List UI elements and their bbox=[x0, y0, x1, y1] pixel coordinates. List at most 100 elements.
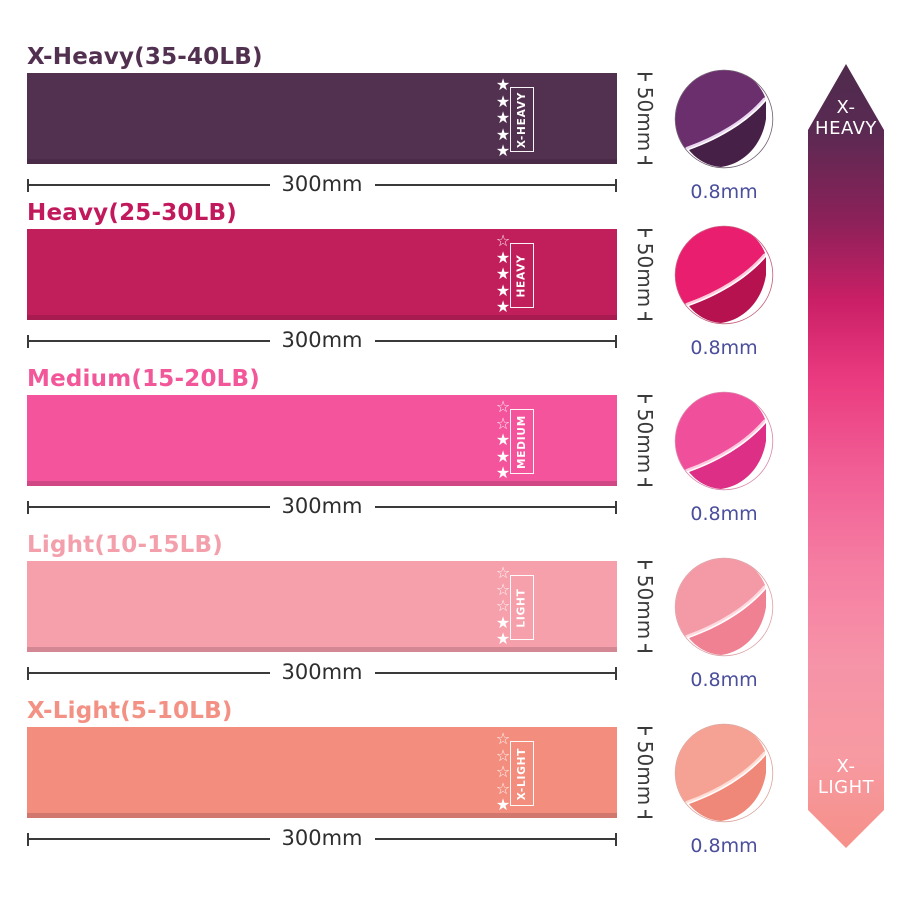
height-dimension-label: 50mm bbox=[633, 740, 657, 805]
band-resistance-label: X-LIGHT bbox=[516, 747, 528, 800]
band-fold-photo bbox=[674, 557, 774, 657]
band-fold-photo bbox=[674, 225, 774, 325]
star-filled-icon: ★ bbox=[495, 430, 511, 450]
band-fold-photo bbox=[674, 391, 774, 491]
band-fold-photo bbox=[674, 723, 774, 823]
dimension-tick bbox=[637, 644, 653, 652]
star-empty-icon: ☆ bbox=[495, 231, 511, 251]
dimension-line bbox=[29, 672, 270, 674]
band-resistance-label: HEAVY bbox=[516, 253, 529, 298]
band-resistance-tag: LIGHT bbox=[510, 575, 534, 640]
band-row: X-Heavy(35-40LB) ★ ★ ★ ★ ★ X-HEAVY 300mm 50m… bbox=[0, 44, 900, 208]
arrow-bottom-label-line1: X- bbox=[836, 756, 856, 777]
band-resistance-tag: MEDIUM bbox=[510, 409, 534, 474]
band-title: Medium(15-20LB) bbox=[27, 366, 260, 392]
dimension-tick bbox=[637, 810, 653, 818]
star-rating: ☆ ☆ ★ ★ ★ bbox=[491, 395, 515, 486]
star-filled-icon: ★ bbox=[495, 280, 511, 300]
gradient-arrow-shape bbox=[808, 64, 884, 848]
star-filled-icon: ★ bbox=[495, 446, 511, 466]
star-filled-icon: ★ bbox=[495, 297, 511, 317]
star-empty-icon: ☆ bbox=[495, 596, 511, 616]
star-empty-icon: ☆ bbox=[495, 413, 511, 433]
band-swatch: ★ ★ ★ ★ ★ X-HEAVY bbox=[27, 73, 617, 164]
thickness-label: 0.8mm bbox=[690, 669, 758, 691]
arrow-bottom-label-line2: LIGHT bbox=[817, 777, 875, 798]
dimension-tick bbox=[637, 727, 653, 735]
star-rating: ☆ ☆ ☆ ☆ ★ bbox=[491, 727, 515, 818]
dimension-tick bbox=[27, 832, 29, 846]
star-filled-icon: ★ bbox=[495, 795, 511, 815]
band-title: X-Heavy(35-40LB) bbox=[27, 44, 263, 70]
star-empty-icon: ☆ bbox=[495, 563, 511, 583]
dimension-tick bbox=[637, 395, 653, 403]
star-rating: ☆ ☆ ☆ ★ ★ bbox=[491, 561, 515, 652]
dimension-line bbox=[29, 184, 270, 186]
resistance-gradient-arrow: X- HEAVY X- LIGHT bbox=[808, 64, 884, 848]
star-empty-icon: ☆ bbox=[495, 778, 511, 798]
dimension-tick bbox=[27, 334, 29, 348]
height-dimension: 50mm bbox=[624, 73, 666, 164]
dimension-line bbox=[374, 838, 615, 840]
dimension-tick bbox=[637, 73, 653, 81]
arrow-top-label-line1: X- bbox=[836, 97, 856, 118]
band-title: Light(10-15LB) bbox=[27, 532, 223, 558]
dimension-tick bbox=[615, 666, 617, 680]
star-filled-icon: ★ bbox=[495, 141, 511, 161]
width-dimension: 300mm bbox=[27, 661, 617, 682]
dimension-tick bbox=[615, 178, 617, 192]
width-dimension: 300mm bbox=[27, 493, 617, 518]
band-title: Heavy(25-30LB) bbox=[27, 200, 237, 226]
band-swatch: ☆ ☆ ☆ ☆ ★ X-LIGHT bbox=[27, 727, 617, 818]
dimension-tick bbox=[637, 312, 653, 320]
dimension-line bbox=[29, 506, 270, 508]
height-dimension: 50mm bbox=[624, 561, 666, 652]
thickness-label: 0.8mm bbox=[690, 835, 758, 857]
dimension-tick bbox=[615, 334, 617, 348]
height-dimension: 50mm bbox=[624, 395, 666, 486]
dimension-tick bbox=[637, 156, 653, 164]
width-dimension: 300mm bbox=[27, 327, 617, 352]
star-filled-icon: ★ bbox=[495, 612, 511, 632]
star-empty-icon: ☆ bbox=[495, 762, 511, 782]
height-dimension: 50mm bbox=[624, 727, 666, 818]
dimension-tick bbox=[27, 178, 29, 192]
band-resistance-label: LIGHT bbox=[516, 587, 529, 628]
width-dimension-label: 300mm bbox=[281, 825, 363, 850]
arrow-top-label-line2: HEAVY bbox=[815, 118, 877, 139]
star-rating: ☆ ★ ★ ★ ★ bbox=[491, 229, 515, 320]
width-dimension-label: 300mm bbox=[281, 493, 363, 518]
dimension-tick bbox=[27, 666, 29, 680]
star-empty-icon: ☆ bbox=[495, 579, 511, 599]
star-filled-icon: ★ bbox=[495, 264, 511, 284]
thickness-label: 0.8mm bbox=[690, 337, 758, 359]
band-resistance-label: X-HEAVY bbox=[516, 91, 528, 148]
width-dimension: 300mm bbox=[27, 825, 617, 850]
band-swatch: ☆ ★ ★ ★ ★ HEAVY bbox=[27, 229, 617, 320]
band-title: X-Light(5-10LB) bbox=[27, 698, 233, 724]
height-dimension: 50mm bbox=[624, 229, 666, 320]
height-dimension-label: 50mm bbox=[633, 242, 657, 307]
dimension-line bbox=[374, 340, 615, 342]
band-fold-photo bbox=[674, 69, 774, 169]
band-resistance-label: MEDIUM bbox=[516, 414, 528, 469]
dimension-tick bbox=[615, 500, 617, 514]
band-swatch: ☆ ☆ ★ ★ ★ MEDIUM bbox=[27, 395, 617, 486]
star-filled-icon: ★ bbox=[495, 91, 511, 111]
star-rating: ★ ★ ★ ★ ★ bbox=[491, 73, 515, 164]
dimension-tick bbox=[637, 229, 653, 237]
dimension-line bbox=[374, 672, 615, 674]
width-dimension-label: 300mm bbox=[281, 327, 363, 352]
dimension-tick bbox=[615, 832, 617, 846]
band-resistance-tag: X-LIGHT bbox=[510, 741, 534, 806]
band-row: X-Light(5-10LB) ☆ ☆ ☆ ☆ ★ X-LIGHT 300mm 50mm bbox=[0, 698, 900, 862]
star-empty-icon: ☆ bbox=[495, 397, 511, 417]
band-swatch: ☆ ☆ ☆ ★ ★ LIGHT bbox=[27, 561, 617, 652]
width-dimension-label: 300mm bbox=[281, 171, 363, 196]
star-empty-icon: ☆ bbox=[495, 729, 511, 749]
arrow-bottom-label: X- LIGHT bbox=[808, 756, 884, 798]
star-filled-icon: ★ bbox=[495, 463, 511, 483]
band-row: Light(10-15LB) ☆ ☆ ☆ ★ ★ LIGHT 300mm 50mm bbox=[0, 532, 900, 696]
dimension-tick bbox=[637, 561, 653, 569]
